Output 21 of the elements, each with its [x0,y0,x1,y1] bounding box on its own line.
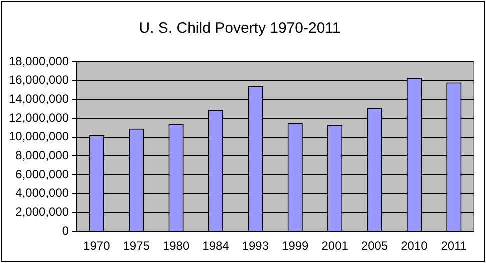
y-tick-label: 14,000,000 [8,92,70,106]
x-tick-label: 2011 [441,239,468,254]
y-tick-label: 12,000,000 [8,110,70,125]
y-tick-label: 10,000,000 [8,130,70,144]
y-tick-label: 8,000,000 [16,148,70,163]
x-tick-label: 1970 [84,239,111,254]
x-tick-label: 1984 [202,239,230,254]
x-tick-label: 2005 [361,239,388,254]
y-tick-label: 18,000,000 [8,54,70,68]
y-tick-label: 6,000,000 [16,167,70,182]
x-tick-label: 2010 [401,239,428,254]
x-tick-label: 1980 [162,239,190,254]
y-tick-label: 2,000,000 [16,205,70,220]
x-tick-label: 1999 [282,239,310,254]
y-tick-label: 4,000,000 [16,186,70,200]
y-tick-label: 16,000,000 [8,73,70,88]
x-tick-label: 2001 [322,239,349,254]
x-tick-label: 1993 [242,239,270,254]
y-tick-label: 0 [62,224,70,238]
chart-title: U. S. Child Poverty 1970-2011 [139,20,341,38]
x-tick-label: 1975 [123,239,150,254]
